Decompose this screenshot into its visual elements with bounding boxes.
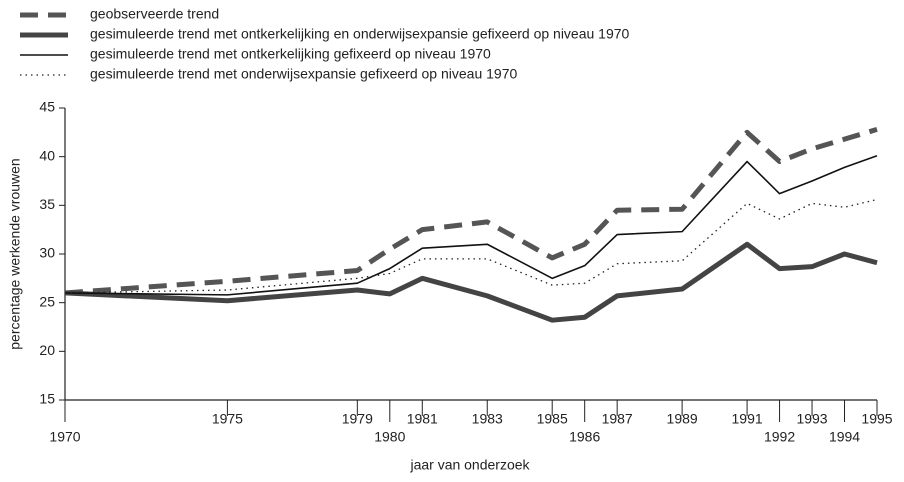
x-tick-label: 1981	[407, 411, 438, 427]
x-tick-label: 1994	[829, 429, 860, 445]
legend-label: gesimuleerde trend met onderwijsexpansie…	[90, 66, 517, 82]
y-tick-label: 15	[39, 391, 55, 407]
x-tick-label: 1985	[537, 411, 568, 427]
x-tick-label: 1993	[796, 411, 827, 427]
y-tick-label: 20	[39, 342, 55, 358]
y-tick-label: 30	[39, 245, 55, 261]
y-tick-label: 35	[39, 196, 55, 212]
x-tick-label: 1983	[472, 411, 503, 427]
x-tick-label: 1987	[602, 411, 633, 427]
legend-label: gesimuleerde trend met ontkerkelijking g…	[90, 46, 491, 62]
x-tick-label: 1980	[374, 429, 405, 445]
x-tick-label: 1986	[569, 429, 600, 445]
series-line	[64, 127, 878, 296]
y-axis-label: percentage werkende vrouwen	[7, 158, 23, 349]
x-tick-label: 1989	[667, 411, 698, 427]
x-tick-label: 1995	[861, 411, 892, 427]
x-axis-label: jaar van onderzoek	[409, 457, 530, 473]
legend-label: gesimuleerde trend met ontkerkelijking e…	[90, 26, 630, 42]
series-line	[64, 154, 878, 296]
x-tick-label: 1992	[764, 429, 795, 445]
x-tick-label: 1975	[212, 411, 243, 427]
x-tick-label: 1970	[49, 429, 80, 445]
series-line	[64, 198, 878, 294]
series-line	[64, 241, 878, 323]
y-tick-label: 25	[39, 293, 55, 309]
x-tick-label: 1979	[342, 411, 373, 427]
legend-label: geobserveerde trend	[90, 6, 219, 22]
x-tick-label: 1991	[732, 411, 763, 427]
y-tick-label: 40	[39, 147, 55, 163]
y-tick-label: 45	[39, 99, 55, 115]
